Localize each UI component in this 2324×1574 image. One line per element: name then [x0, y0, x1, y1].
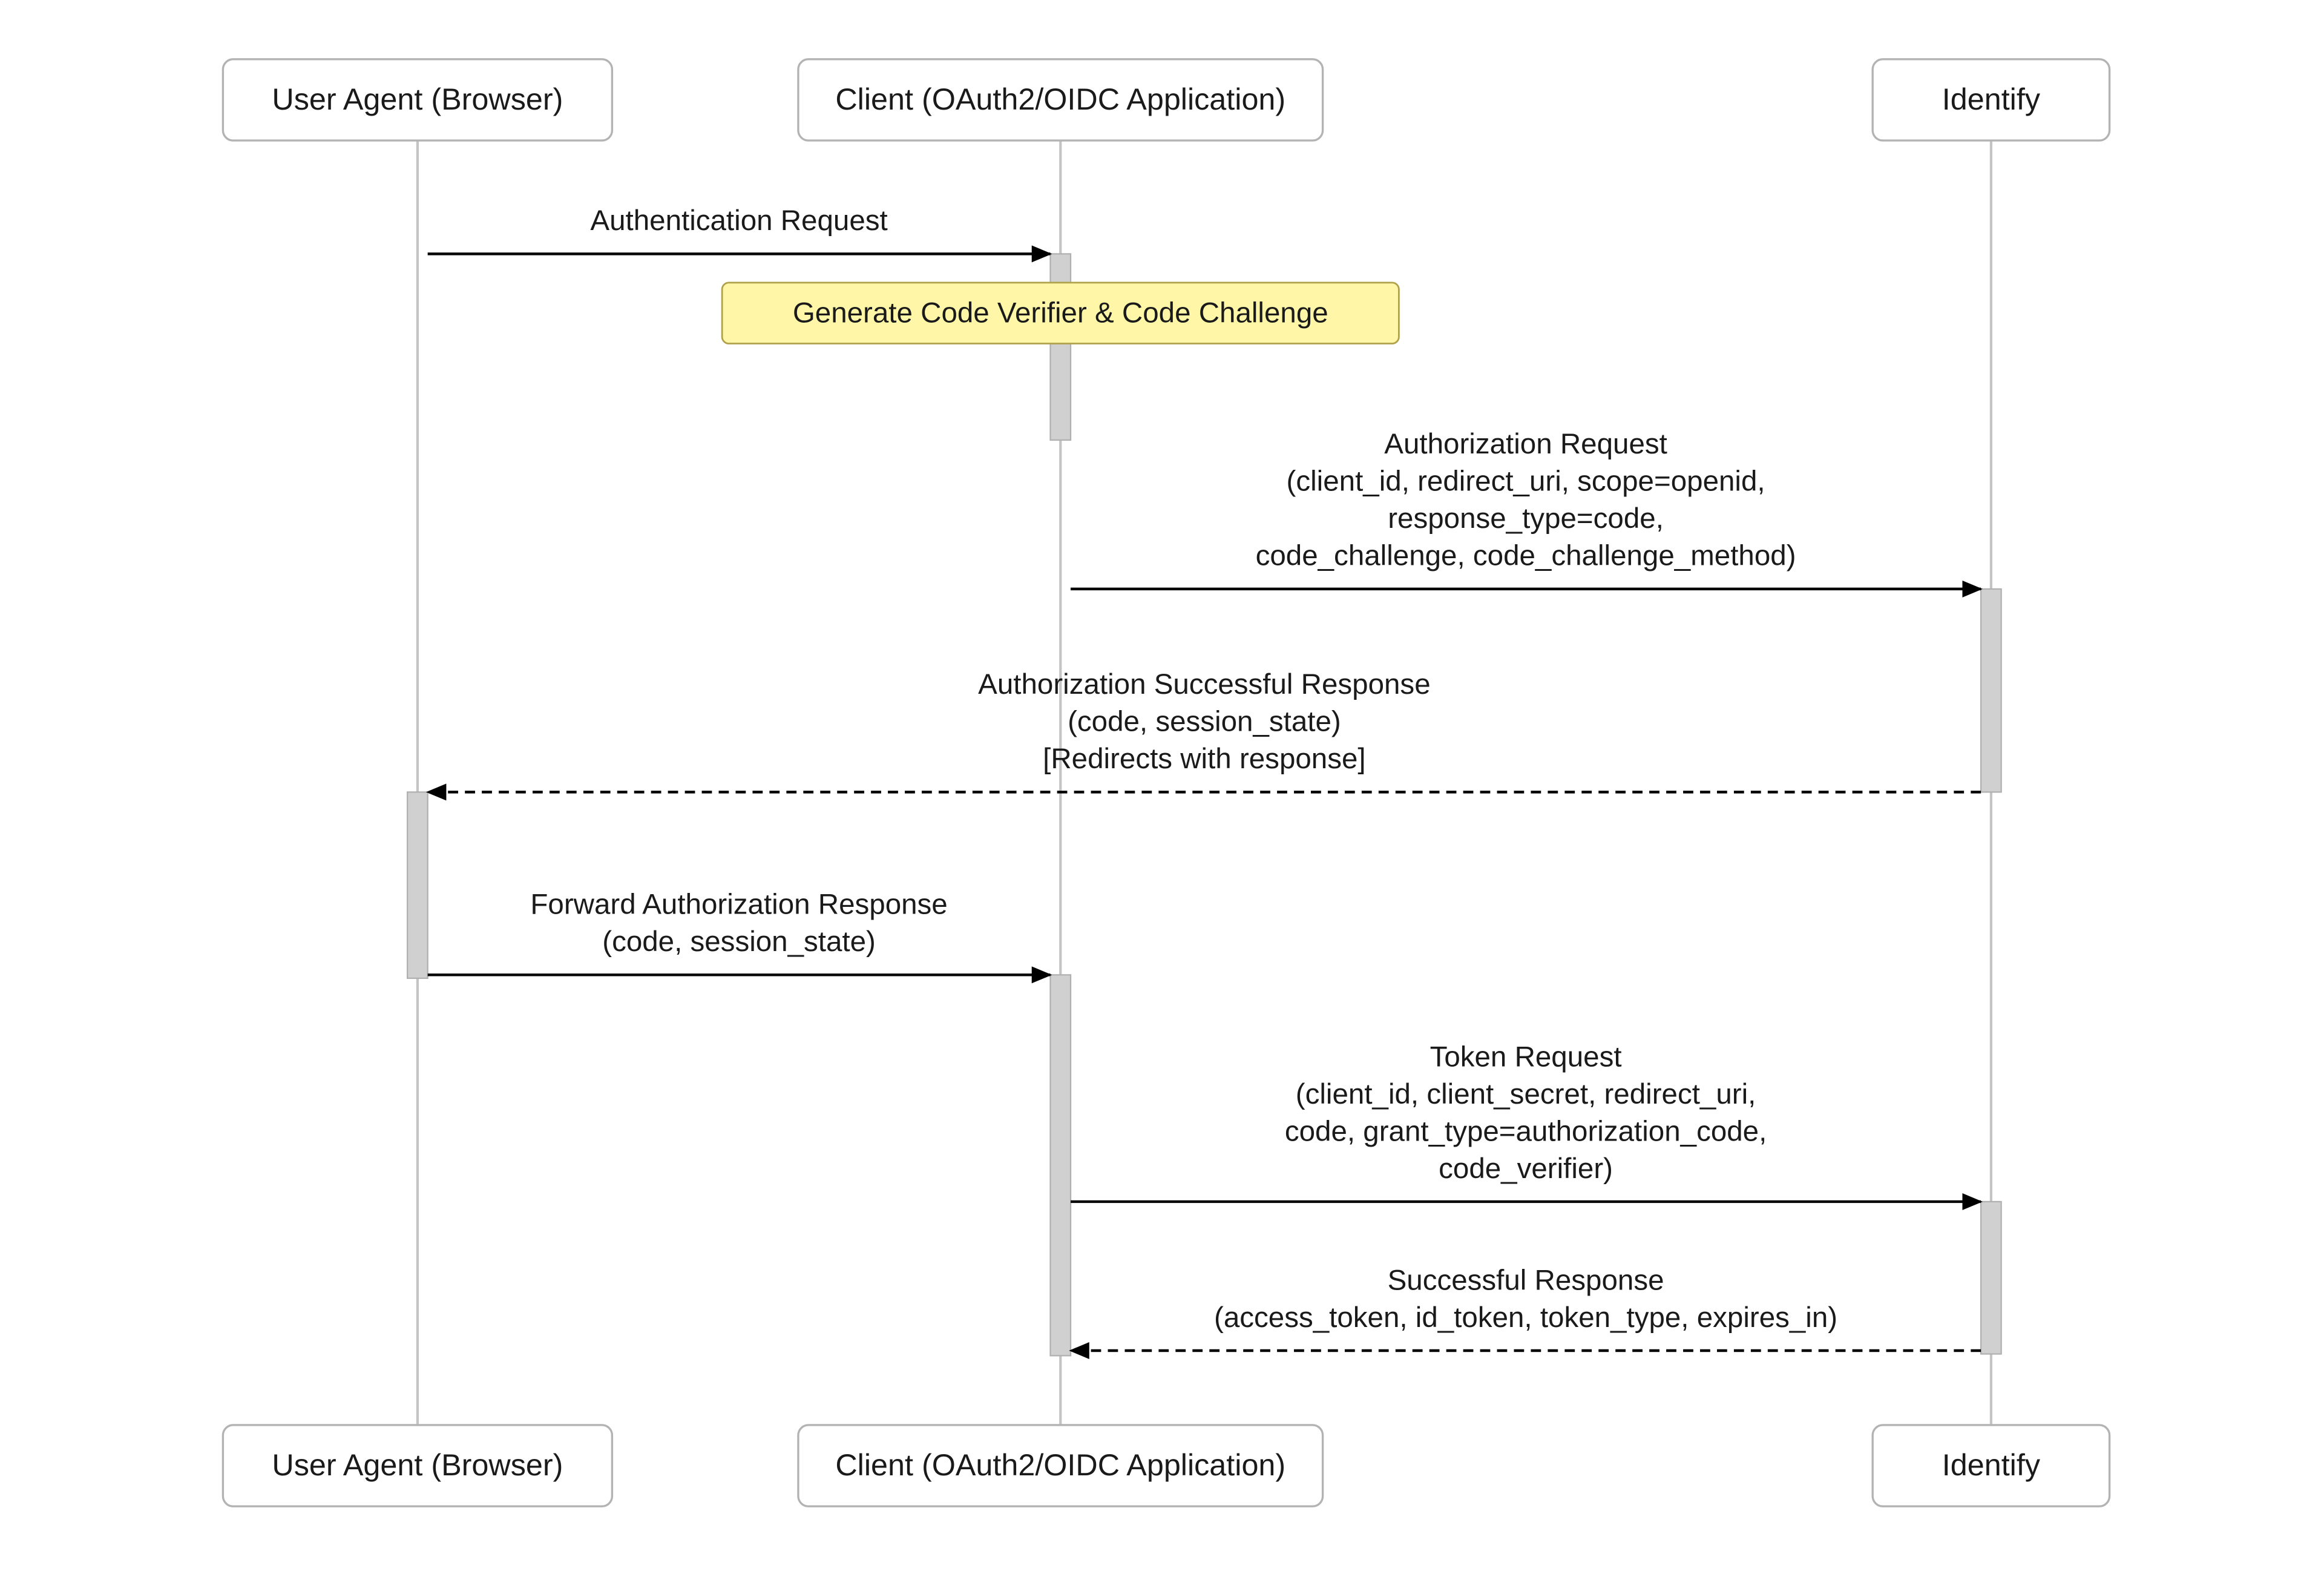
svg-text:Authorization Request: Authorization Request	[1384, 428, 1667, 460]
svg-text:(code, session_state): (code, session_state)	[602, 926, 876, 958]
svg-text:Client (OAuth2/OIDC Applicatio: Client (OAuth2/OIDC Application)	[835, 1447, 1285, 1482]
svg-text:(code, session_state): (code, session_state)	[1068, 706, 1341, 738]
svg-text:Successful Response: Successful Response	[1388, 1264, 1664, 1296]
svg-text:Identify: Identify	[1942, 1447, 2041, 1482]
svg-text:response_type=code,: response_type=code,	[1388, 502, 1664, 535]
svg-text:Forward Authorization Response: Forward Authorization Response	[530, 889, 947, 921]
svg-text:code, grant_type=authorization: code, grant_type=authorization_code,	[1285, 1115, 1767, 1147]
svg-text:User Agent (Browser): User Agent (Browser)	[272, 1447, 563, 1482]
svg-text:Generate Code Verifier & Code: Generate Code Verifier & Code Challenge	[793, 297, 1328, 329]
svg-text:code_verifier): code_verifier)	[1439, 1153, 1613, 1185]
svg-text:Token Request: Token Request	[1430, 1041, 1622, 1073]
svg-text:Identify: Identify	[1942, 82, 2041, 116]
svg-text:User Agent (Browser): User Agent (Browser)	[272, 82, 563, 116]
svg-text:[Redirects with response]: [Redirects with response]	[1043, 743, 1365, 775]
sequence-diagram: Authentication Request Generate Code Veri…	[0, 0, 2324, 1574]
svg-text:(client_id, redirect_uri, scop: (client_id, redirect_uri, scope=openid,	[1287, 466, 1765, 498]
svg-text:(access_token, id_token, token: (access_token, id_token, token_type, exp…	[1214, 1302, 1837, 1334]
svg-text:Authentication Request: Authentication Request	[590, 205, 887, 237]
svg-text:code_challenge, code_challenge: code_challenge, code_challenge_method)	[1256, 540, 1796, 572]
diagram-container: Authentication Request Generate Code Veri…	[0, 0, 2324, 1574]
svg-text:Client (OAuth2/OIDC Applicatio: Client (OAuth2/OIDC Application)	[835, 82, 1285, 116]
svg-text:Authorization Successful Respo: Authorization Successful Response	[978, 668, 1430, 700]
svg-text:(client_id, client_secret, red: (client_id, client_secret, redirect_uri,	[1296, 1078, 1756, 1110]
